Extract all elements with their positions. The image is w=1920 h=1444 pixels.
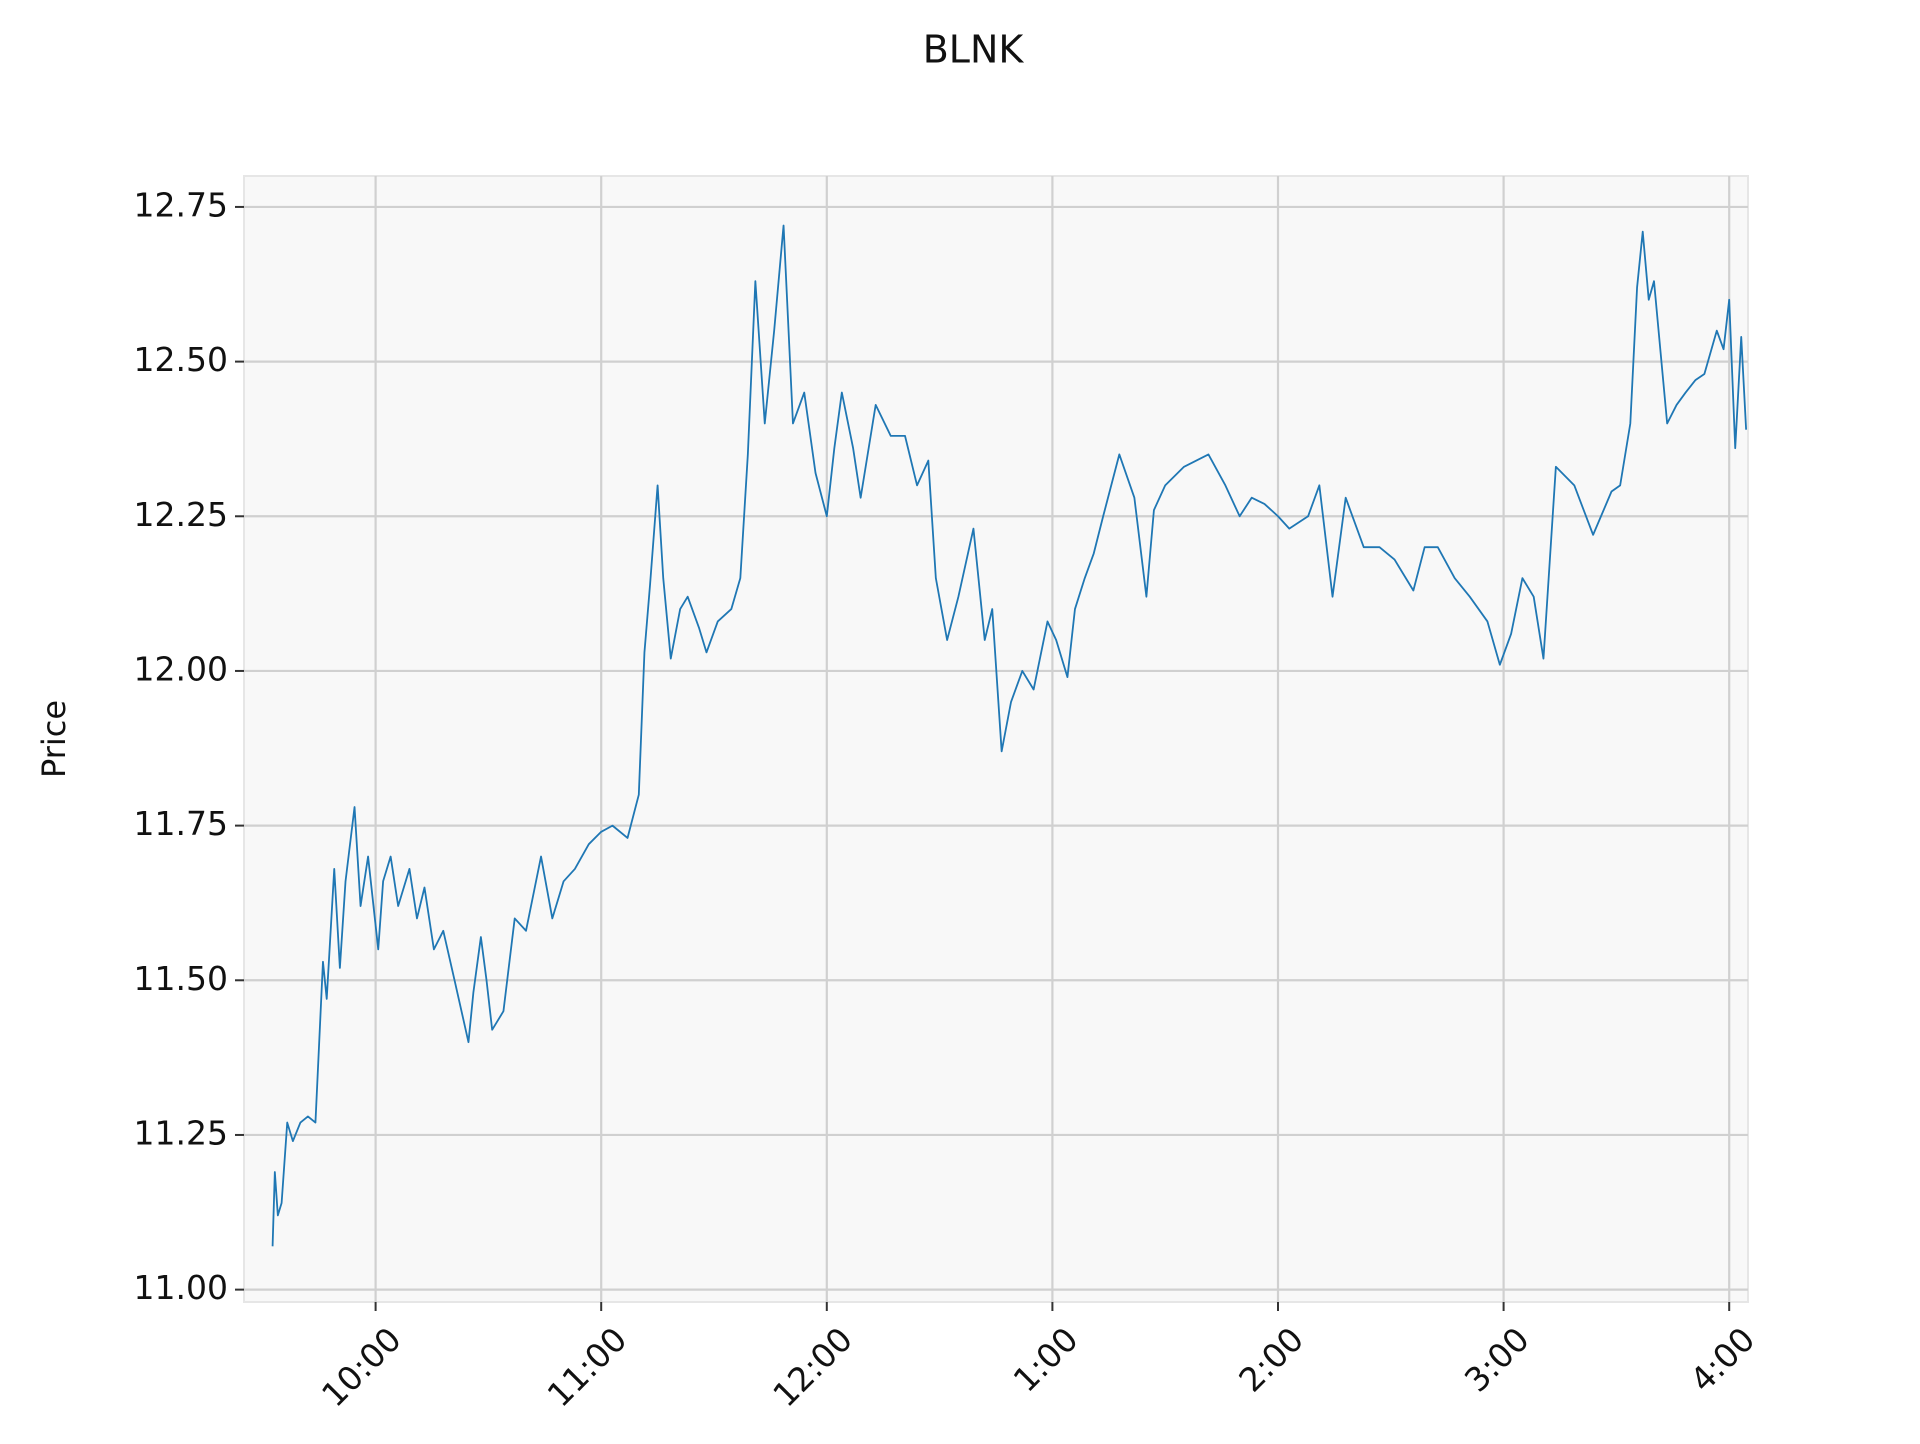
y-tick-label: 12.75 bbox=[134, 185, 228, 224]
price-line bbox=[271, 224, 1748, 1247]
y-tick-label: 11.00 bbox=[134, 1268, 228, 1307]
chart-title: BLNK bbox=[923, 28, 1025, 72]
x-tick-label: 4:00 bbox=[1682, 1320, 1762, 1400]
x-tick-label: 1:00 bbox=[1006, 1320, 1086, 1400]
y-tick-label: 11.50 bbox=[134, 959, 228, 998]
y-tick-label: 12.25 bbox=[134, 495, 228, 534]
y-tick-label: 12.00 bbox=[134, 649, 228, 688]
plot-area bbox=[243, 175, 1749, 1303]
y-tick-label: 11.75 bbox=[134, 804, 228, 843]
x-tick-label: 11:00 bbox=[540, 1320, 635, 1415]
y-tick-label: 11.25 bbox=[134, 1113, 228, 1152]
y-axis-label: Price bbox=[35, 700, 73, 778]
x-tick-label: 3:00 bbox=[1457, 1320, 1537, 1400]
y-tick-label: 12.50 bbox=[134, 340, 228, 379]
x-tick-label: 2:00 bbox=[1231, 1320, 1311, 1400]
x-tick-label: 12:00 bbox=[765, 1320, 860, 1415]
x-tick-label: 10:00 bbox=[314, 1320, 409, 1415]
